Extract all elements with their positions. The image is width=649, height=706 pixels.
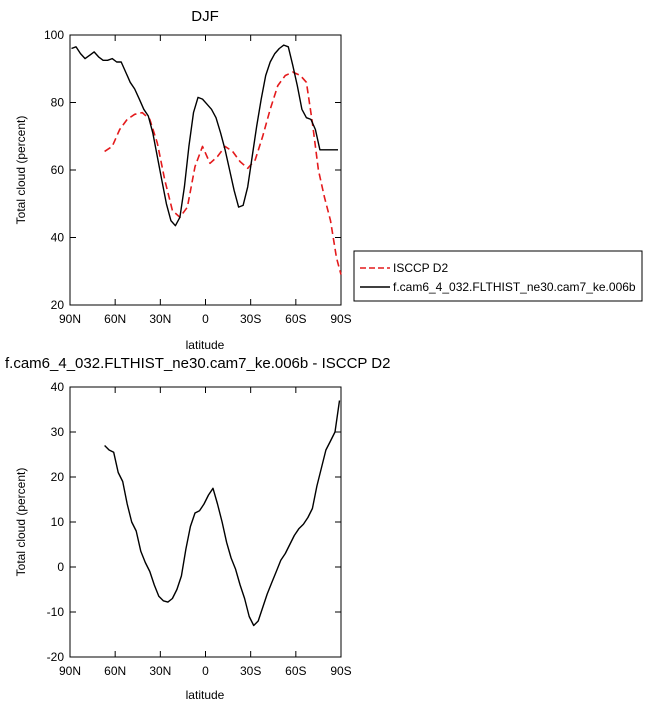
series-line-isccp xyxy=(104,71,342,275)
y-tick-label: 60 xyxy=(51,163,65,177)
y-tick-label: 30 xyxy=(51,425,65,439)
x-tick-label: 60S xyxy=(285,664,306,678)
x-tick-label: 0 xyxy=(202,664,209,678)
legend-label-model: f.cam6_4_032.FLTHIST_ne30.cam7_ke.006b xyxy=(393,280,636,294)
y-tick-label: 20 xyxy=(51,470,65,484)
x-axis-label: latitude xyxy=(186,688,225,702)
y-tick-label: 10 xyxy=(51,515,65,529)
chart-title: DJF xyxy=(191,8,219,25)
x-tick-label: 60N xyxy=(104,312,126,326)
x-axis-label: latitude xyxy=(186,338,225,352)
x-tick-label: 90N xyxy=(59,664,81,678)
series-line-model xyxy=(104,400,341,627)
y-tick-label: 40 xyxy=(51,231,65,245)
y-tick-label: -10 xyxy=(47,605,65,619)
plot-frame xyxy=(69,386,342,658)
x-tick-label: 90N xyxy=(59,312,81,326)
x-tick-label: 90S xyxy=(330,664,351,678)
y-tick-label: -20 xyxy=(47,650,65,664)
x-tick-label: 60N xyxy=(104,664,126,678)
x-tick-label: 60S xyxy=(285,312,306,326)
y-tick-label: 0 xyxy=(57,560,64,574)
y-axis-label: Total cloud (percent) xyxy=(14,468,28,577)
legend: ISCCP D2 f.cam6_4_032.FLTHIST_ne30.cam7_… xyxy=(353,250,643,302)
y-axis-label: Total cloud (percent) xyxy=(14,116,28,225)
plot-frame xyxy=(69,34,342,306)
chart-title: f.cam6_4_032.FLTHIST_ne30.cam7_ke.006b -… xyxy=(5,355,390,372)
x-tick-label: 90S xyxy=(330,312,351,326)
chart-panel-bottom: f.cam6_4_032.FLTHIST_ne30.cam7_ke.006b -… xyxy=(5,355,390,702)
y-tick-label: 40 xyxy=(51,380,65,394)
y-tick-label: 100 xyxy=(44,28,64,42)
x-tick-label: 0 xyxy=(202,312,209,326)
x-tick-label: 30S xyxy=(240,312,261,326)
x-tick-label: 30N xyxy=(149,312,171,326)
x-tick-label: 30N xyxy=(149,664,171,678)
series-line-model xyxy=(71,44,338,227)
y-tick-label: 80 xyxy=(51,96,65,110)
chart-panel-top: DJF 90N 60N 30N 0 30S 60S 90S 20 40 60 80 100 latit… xyxy=(14,8,643,352)
x-tick-label: 30S xyxy=(240,664,261,678)
legend-box xyxy=(353,250,643,302)
legend-label-isccp: ISCCP D2 xyxy=(393,261,448,275)
y-tick-label: 20 xyxy=(51,298,65,312)
